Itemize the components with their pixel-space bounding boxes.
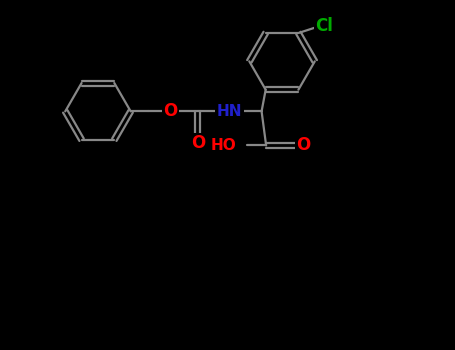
- Text: O: O: [163, 102, 178, 120]
- Text: HN: HN: [217, 104, 243, 119]
- Text: O: O: [191, 134, 205, 152]
- Text: HO: HO: [211, 138, 237, 153]
- Text: O: O: [296, 136, 310, 154]
- Text: Cl: Cl: [315, 17, 333, 35]
